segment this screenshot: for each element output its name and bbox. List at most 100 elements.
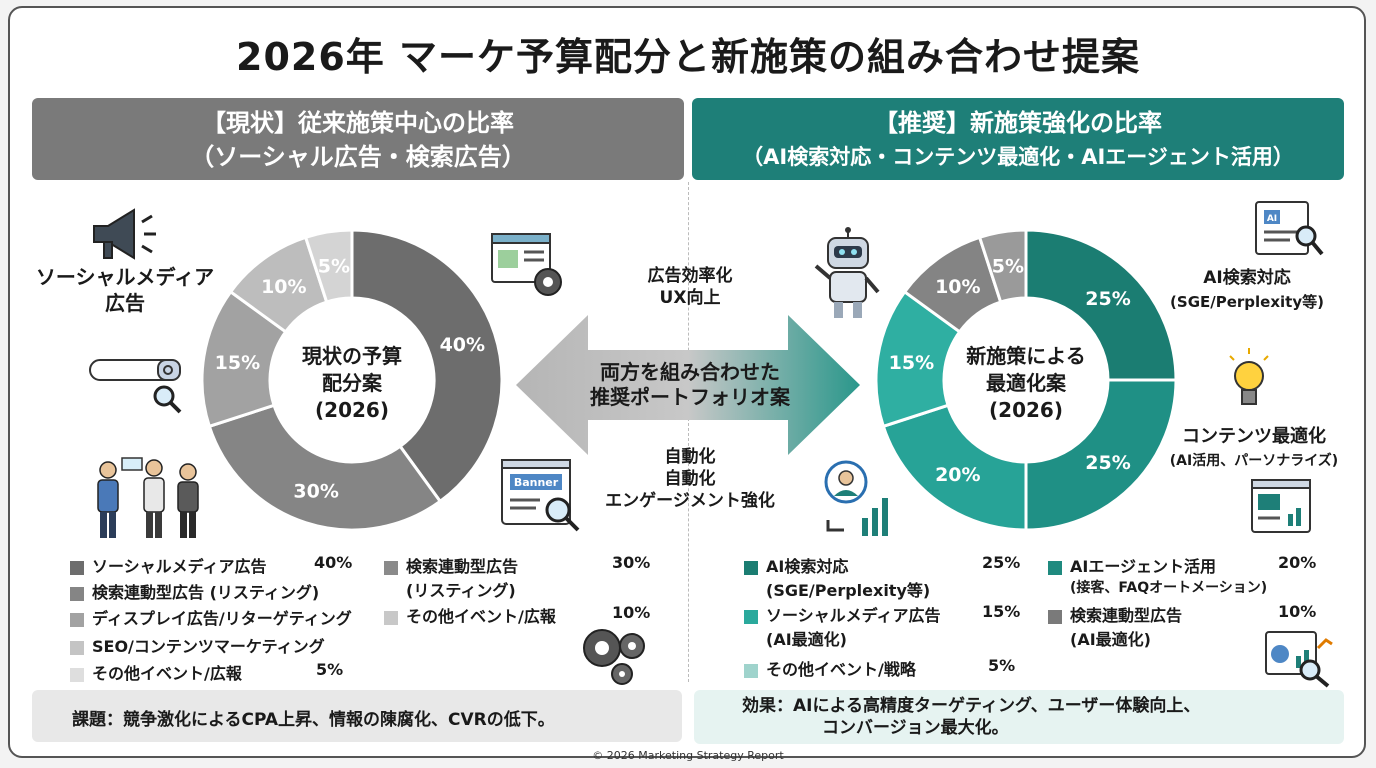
arrow-center-line2: 推奨ポートフォリオ案	[590, 385, 790, 409]
legend-label: ソーシャルメディア広告	[92, 557, 267, 576]
content-optimization-label: コンテンツ最適化 (AI活用、パーソナライズ)	[1164, 425, 1344, 473]
legend-label: その他イベント/広報	[406, 607, 556, 626]
legend-item: AI検索対応 (SGE/Perplexity等)	[744, 553, 930, 601]
effects-line1: 効果：AIによる高精度ターゲティング、ユーザー体験向上、	[742, 696, 1201, 716]
current-slice-label-0: 40%	[440, 334, 485, 356]
legend-item: その他イベント/広報	[70, 660, 242, 684]
legend-item: ソーシャルメディア広告 (AI最適化)	[744, 602, 941, 650]
ai-search-label-line1: AI検索対応	[1203, 268, 1291, 288]
ai-search-label: AI検索対応 (SGE/Perplexity等)	[1164, 266, 1330, 314]
legend-value: 5%	[316, 660, 344, 679]
recommended-slice-2	[881, 403, 1028, 532]
recommended-slice-label-3: 15%	[889, 352, 934, 374]
recommended-center-line2: 最適化案	[986, 371, 1066, 395]
current-center-line3: (2026)	[315, 398, 389, 422]
page-title: 2026年 マーケ予算配分と新施策の組み合わせ提案	[236, 35, 1140, 79]
content-label-line1: コンテンツ最適化	[1182, 426, 1326, 447]
double-arrow-graphic	[516, 315, 860, 455]
legend-item: ソーシャルメディア広告	[70, 553, 267, 577]
legend-value: 15%	[982, 602, 1021, 621]
search-bar-icon	[89, 359, 182, 414]
current-slice-label-1: 30%	[293, 480, 338, 502]
effects-callout: 効果：AIによる高精度ターゲティング、ユーザー体験向上、 コンバージョン最大化。	[694, 690, 1344, 744]
arrow-top-text: 広告効率化 UX向上	[560, 265, 820, 309]
user-growth-icon	[824, 460, 888, 536]
recommended-slice-label-0: 25%	[1085, 288, 1130, 310]
current-slice-4	[303, 228, 354, 304]
arrow-bottom-line3: エンゲージメント強化	[605, 491, 775, 511]
team-icon	[97, 457, 199, 538]
panel-divider	[688, 182, 689, 682]
social-media-label: ソーシャルメディア 広告	[30, 264, 220, 316]
legend-swatch	[70, 586, 84, 601]
legend-value: 20%	[1278, 553, 1317, 572]
legend-sublabel: (AI最適化)	[1070, 630, 1151, 649]
legend-label: 検索連動型広告 (リスティング)	[92, 583, 320, 602]
recommended-center-line3: (2026)	[989, 398, 1063, 422]
content-label-line2: (AI活用、パーソナライズ)	[1169, 453, 1339, 469]
arrow-bottom-line2: 自動化	[664, 469, 716, 489]
recommended-panel-header: 【推奨】新施策強化の比率 （AI検索対応・コンテンツ最適化・AIエージェント活用…	[692, 98, 1344, 180]
arrow-bottom-line1: 自動化	[664, 447, 716, 467]
robot-icon	[814, 227, 880, 318]
legend-label: その他イベント/戦略	[766, 660, 916, 679]
banner-ad-icon: Banner	[501, 459, 580, 532]
recommended-budget-donut-chart: 25% 25% 20% 15% 10% 5%	[874, 228, 1178, 532]
legend-item: 検索連動型広告 (リスティング)	[384, 553, 518, 601]
social-media-label-line2: 広告	[105, 291, 145, 315]
current-slice-0	[350, 228, 504, 504]
recommended-slice-0	[1024, 228, 1178, 382]
current-budget-donut-chart: 40% 30% 15% 10% 5%	[200, 228, 504, 532]
copyright-footer: © 2026 Marketing Strategy Report	[592, 749, 784, 762]
recommended-donut-center-label: 新施策による 最適化案 (2026)	[946, 343, 1106, 424]
legend-swatch	[1048, 560, 1062, 575]
legend-label: AI検索対応	[766, 557, 849, 576]
dashboard-icon	[1251, 479, 1311, 533]
legend-item: AIエージェント活用 (接客、FAQオートメーション)	[1048, 553, 1267, 597]
arrow-bottom-text: 自動化 自動化 エンゲージメント強化	[560, 446, 820, 512]
legend-value: 10%	[612, 603, 651, 622]
recommended-slice-5	[977, 228, 1028, 304]
arrow-center-line1: 両方を組み合わせた	[600, 360, 780, 384]
legend-value: 10%	[1278, 602, 1317, 621]
legend-item: その他イベント/戦略	[744, 656, 916, 680]
legend-swatch	[384, 560, 398, 575]
legend-swatch	[70, 560, 84, 575]
web-settings-icon	[491, 233, 562, 296]
ai-search-icon: AI	[1255, 201, 1324, 256]
legend-label: その他イベント/広報	[92, 664, 242, 683]
legend-sublabel: (AI最適化)	[766, 630, 847, 649]
gears-icon	[583, 629, 645, 685]
ai-badge-text: AI	[1267, 214, 1277, 224]
social-media-label-line1: ソーシャルメディア	[35, 265, 215, 289]
legend-label: ソーシャルメディア広告	[766, 606, 941, 625]
current-header-line1: 【現状】従来施策中心の比率	[202, 109, 514, 137]
legend-sublabel: (接客、FAQオートメーション)	[1070, 580, 1268, 596]
legend-sublabel: (リスティング)	[406, 581, 516, 600]
legend-item: 検索連動型広告 (リスティング)	[70, 579, 319, 603]
current-header-line2: （ソーシャル広告・検索広告）	[190, 143, 526, 171]
legend-item: その他イベント/広報	[384, 603, 556, 627]
ai-search-label-line2: (SGE/Perplexity等)	[1170, 293, 1324, 311]
legend-swatch	[384, 610, 398, 625]
arrow-top-line1: 広告効率化	[647, 266, 733, 286]
current-center-line2: 配分案	[322, 371, 382, 395]
banner-text: Banner	[514, 476, 559, 489]
current-center-line1: 現状の予算	[302, 344, 402, 368]
effects-line2: コンバージョン最大化。	[822, 718, 1009, 738]
legend-swatch	[70, 667, 84, 682]
issues-callout: 課題：競争激化によるCPA上昇、情報の陳腐化、CVRの低下。	[32, 690, 682, 742]
arrow-center-text: 両方を組み合わせた 推奨ポートフォリオ案	[560, 360, 820, 410]
legend-label: 検索連動型広告	[406, 557, 519, 576]
legend-sublabel: (SGE/Perplexity等)	[766, 581, 931, 600]
current-donut-center-label: 現状の予算 配分案 (2026)	[272, 343, 432, 424]
current-slice-label-4: 5%	[318, 255, 350, 277]
legend-swatch	[744, 609, 758, 624]
current-slice-label-2: 15%	[215, 352, 260, 374]
legend-item: ディスプレイ広告/リターゲティング	[70, 605, 352, 629]
legend-value: 30%	[612, 553, 651, 572]
arrow-top-line2: UX向上	[659, 288, 721, 308]
legend-label: 検索連動型広告	[1070, 606, 1183, 625]
legend-item: SEO/コンテンツマーケティング	[70, 633, 325, 657]
recommended-slice-label-2: 20%	[935, 464, 980, 486]
